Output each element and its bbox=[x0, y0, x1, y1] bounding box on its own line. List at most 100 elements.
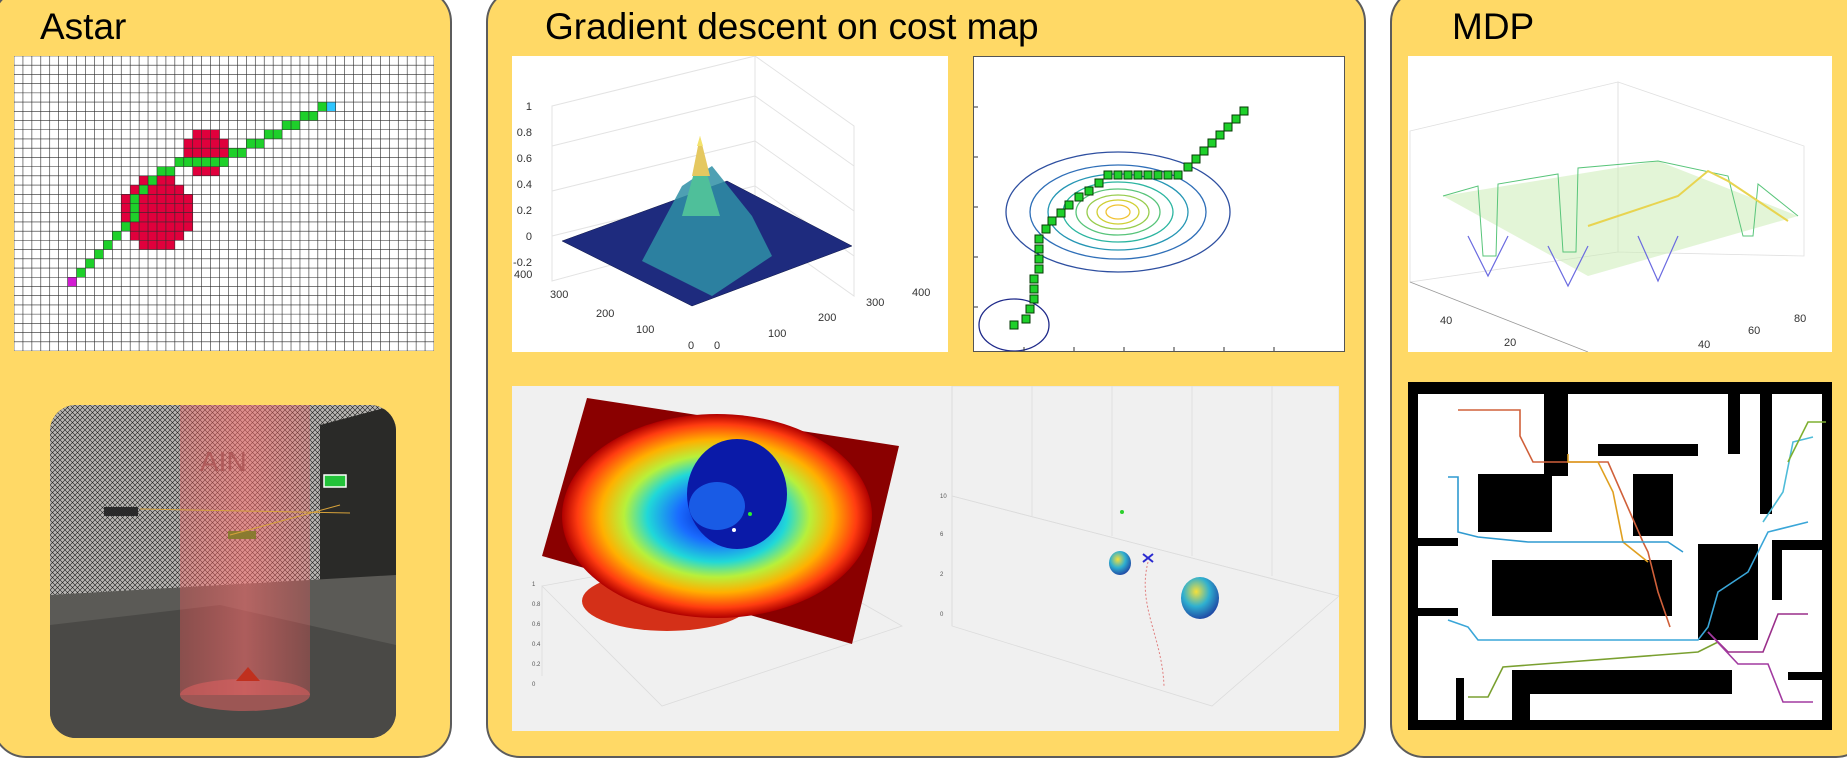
obstacle-cell bbox=[201, 138, 211, 149]
obstacle-cell bbox=[156, 240, 166, 250]
obstacle-cell bbox=[174, 194, 184, 204]
obstacle-cell bbox=[130, 185, 140, 195]
mdp-x-tick-label: 40 bbox=[1698, 339, 1710, 351]
path-cell bbox=[76, 268, 86, 278]
obstacle-cell bbox=[183, 221, 193, 232]
potential-field-figure: 1 0.8 0.6 0.4 0.2 0 10 6 2 0 bbox=[512, 386, 1339, 731]
surface-plot: 1 0.8 0.6 0.4 0.2 0 -0.2 400 300 200 100… bbox=[513, 56, 930, 352]
path-marker bbox=[1084, 186, 1094, 196]
path-cell bbox=[255, 138, 265, 149]
obstacle-cell bbox=[121, 212, 131, 222]
obstacle-cell bbox=[156, 185, 166, 195]
obstacle-cell bbox=[130, 231, 140, 241]
x-tick-label: 100 bbox=[768, 328, 786, 340]
svg-text:2: 2 bbox=[940, 572, 944, 578]
z-tick-label: 0.8 bbox=[517, 127, 532, 139]
path-marker bbox=[1034, 234, 1044, 244]
path-marker bbox=[1029, 284, 1039, 294]
mdp-y-ticks: 40 20 bbox=[1440, 315, 1516, 349]
path-cell bbox=[183, 157, 193, 167]
obstacle-cell bbox=[148, 203, 157, 213]
path-cell bbox=[192, 157, 202, 167]
mdp-x-tick-label: 60 bbox=[1748, 325, 1760, 337]
svg-text:6: 6 bbox=[940, 532, 944, 538]
path-marker bbox=[1034, 264, 1044, 274]
arena-render: AIN bbox=[50, 405, 396, 738]
y-tick-label: 0 bbox=[688, 340, 694, 352]
path-marker bbox=[1021, 314, 1031, 324]
mdp-value-surface-figure: 40 20 40 60 80 bbox=[1408, 56, 1832, 352]
path-cell bbox=[130, 194, 140, 204]
svg-text:0.8: 0.8 bbox=[532, 602, 541, 608]
svg-text:0.4: 0.4 bbox=[532, 642, 541, 648]
obstacle-cell bbox=[148, 194, 157, 204]
grid-lines bbox=[14, 56, 434, 351]
path-marker bbox=[1239, 106, 1249, 116]
path-cell bbox=[219, 157, 229, 167]
obstacle-cell bbox=[148, 185, 157, 195]
obstacle-cell bbox=[165, 231, 175, 241]
obstacle-cell bbox=[183, 138, 193, 149]
obstacle-cell bbox=[183, 203, 193, 213]
path-marker bbox=[1143, 170, 1153, 180]
obstacle-cell bbox=[165, 212, 175, 222]
obstacle-cell bbox=[165, 203, 175, 213]
obstacle-cell bbox=[139, 221, 149, 232]
obstacle-cell bbox=[174, 203, 184, 213]
path-cell bbox=[237, 148, 247, 158]
obstacle-cell bbox=[156, 231, 166, 241]
obstacle-cell bbox=[165, 194, 175, 204]
path-cell bbox=[165, 166, 175, 176]
path-marker bbox=[1199, 146, 1209, 156]
obstacle-cell bbox=[201, 129, 211, 139]
path-cell bbox=[201, 157, 211, 167]
path-marker bbox=[1074, 192, 1084, 202]
obstacle-cell bbox=[201, 148, 211, 158]
path-marker bbox=[1153, 170, 1163, 180]
path-marker bbox=[1207, 138, 1217, 148]
obstacle-cell bbox=[219, 148, 229, 158]
mdp-y-tick-label: 20 bbox=[1504, 337, 1516, 349]
obstacle-cell bbox=[192, 138, 202, 149]
obstacle-cell bbox=[192, 166, 202, 176]
start-cell bbox=[67, 277, 77, 287]
path-cell bbox=[139, 185, 149, 195]
y-tick-label: 200 bbox=[596, 308, 614, 320]
path-marker bbox=[1173, 170, 1183, 180]
obstacle-cell bbox=[148, 231, 157, 241]
obstacle-cell bbox=[139, 194, 149, 204]
obstacle-cell bbox=[174, 231, 184, 241]
obstacle-cell bbox=[148, 221, 157, 232]
obstacle-cell bbox=[139, 231, 149, 241]
obstacle-cell bbox=[183, 148, 193, 158]
path-cell bbox=[308, 111, 318, 121]
path-marker bbox=[1029, 294, 1039, 304]
mdp-x-tick-label: 80 bbox=[1794, 313, 1806, 325]
obstacle-cell bbox=[183, 212, 193, 222]
contour-path-figure bbox=[973, 56, 1345, 352]
surface-plot-figure: 1 0.8 0.6 0.4 0.2 0 -0.2 400 300 200 100… bbox=[512, 56, 948, 352]
svg-text:0.6: 0.6 bbox=[532, 622, 541, 628]
obstacle-cell bbox=[130, 221, 140, 232]
mdp-maze bbox=[1408, 382, 1832, 730]
obstacle-cell bbox=[156, 221, 166, 232]
astar-title: Astar bbox=[40, 6, 127, 47]
svg-text:1: 1 bbox=[532, 582, 536, 588]
path-cell bbox=[148, 175, 157, 186]
path-marker bbox=[1183, 162, 1193, 172]
path-cell bbox=[130, 203, 140, 213]
path-marker bbox=[1034, 244, 1044, 254]
obstacle-cell bbox=[210, 129, 220, 139]
y-tick-label: 100 bbox=[636, 324, 654, 336]
path-marker bbox=[1223, 122, 1233, 132]
astar-grid bbox=[14, 56, 434, 351]
path-marker bbox=[1009, 320, 1019, 330]
path-cell bbox=[112, 231, 122, 241]
goal-cell bbox=[326, 102, 336, 112]
svg-text:0: 0 bbox=[532, 682, 536, 688]
path-cell bbox=[317, 102, 327, 112]
svg-text:0: 0 bbox=[940, 612, 944, 618]
mdp-maze-figure bbox=[1408, 382, 1832, 730]
path-marker bbox=[1113, 170, 1123, 180]
surface-z-ticks: 1 0.8 0.6 0.4 0.2 0 -0.2 bbox=[513, 101, 532, 269]
